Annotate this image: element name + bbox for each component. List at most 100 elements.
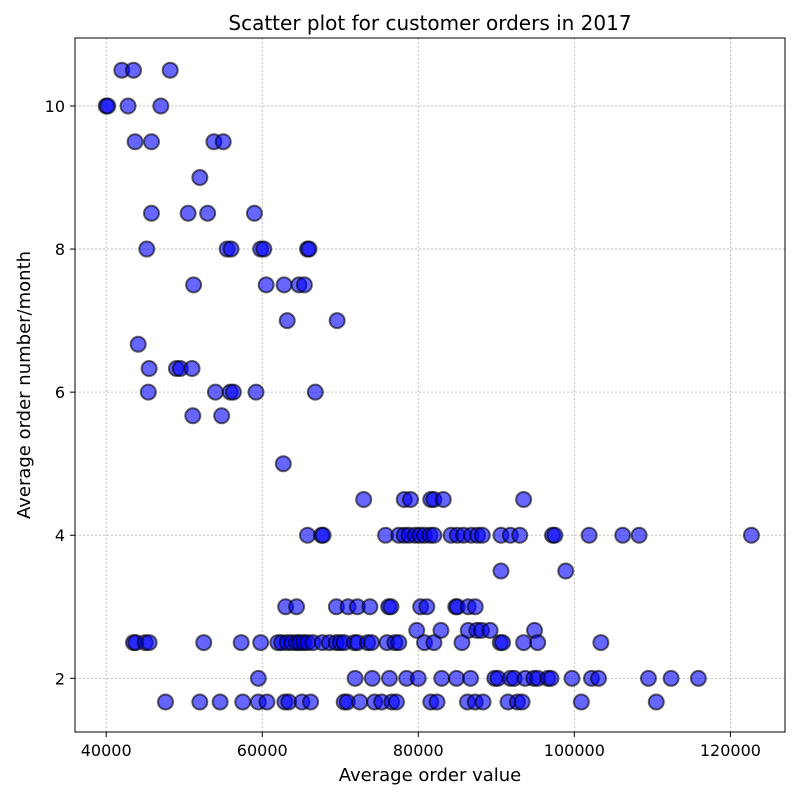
y-axis-ticks: 2 4 6 8 10: [45, 97, 75, 688]
data-point: [474, 693, 492, 711]
plot-frame: [74, 37, 786, 733]
data-point: [355, 490, 373, 508]
data-point: [252, 634, 270, 652]
data-point: [139, 383, 157, 401]
data-point: [387, 693, 405, 711]
y-tick-label: 8: [55, 240, 65, 259]
data-point: [546, 526, 564, 544]
data-point: [288, 598, 306, 616]
data-point: [247, 383, 265, 401]
data-point: [232, 634, 250, 652]
data-point: [295, 276, 313, 294]
data-point: [557, 562, 575, 580]
data-point: [213, 407, 231, 425]
x-axis-ticks: 40000 60000 80000 100000 120000: [81, 732, 761, 760]
data-point: [511, 526, 529, 544]
data-point: [275, 276, 293, 294]
data-point: [639, 669, 657, 687]
y-axis-label: Average order number/month: [14, 251, 35, 519]
y-tick-label: 4: [55, 526, 65, 545]
data-point: [433, 669, 451, 687]
y-tick-label: 10: [45, 97, 65, 116]
data-point: [361, 598, 379, 616]
data-point: [138, 240, 156, 258]
data-point: [408, 621, 426, 639]
data-point: [466, 598, 484, 616]
data-point: [299, 526, 317, 544]
data-point: [689, 669, 707, 687]
data-point: [126, 133, 144, 151]
x-tick-label: 80000: [393, 741, 444, 760]
data-point: [245, 204, 263, 222]
data-point: [258, 693, 276, 711]
data-point: [328, 312, 346, 330]
data-point: [199, 204, 217, 222]
data-points: [97, 61, 760, 711]
x-tick-label: 40000: [81, 741, 132, 760]
x-tick-label: 120000: [700, 741, 761, 760]
data-point: [179, 204, 197, 222]
data-point: [492, 562, 510, 580]
data-point: [99, 97, 117, 115]
data-point: [234, 693, 252, 711]
data-point: [191, 169, 209, 187]
data-point: [129, 335, 147, 353]
data-point: [390, 634, 408, 652]
data-point: [119, 97, 137, 115]
data-point: [448, 669, 466, 687]
data-point: [314, 526, 332, 544]
data-point: [185, 276, 203, 294]
data-point: [662, 669, 680, 687]
data-point: [580, 526, 598, 544]
data-point: [363, 669, 381, 687]
data-point: [140, 634, 158, 652]
data-point: [453, 634, 471, 652]
data-point: [249, 669, 267, 687]
data-point: [191, 693, 209, 711]
y-tick-label: 2: [55, 669, 65, 688]
data-point: [380, 669, 398, 687]
data-point: [529, 634, 547, 652]
data-point: [425, 526, 443, 544]
data-point: [211, 693, 229, 711]
x-tick-label: 100000: [544, 741, 605, 760]
data-point: [142, 204, 160, 222]
data-point: [152, 97, 170, 115]
data-point: [462, 669, 480, 687]
data-point: [473, 526, 491, 544]
y-tick-label: 6: [55, 383, 65, 402]
data-point: [222, 240, 240, 258]
data-point: [515, 490, 533, 508]
data-point: [647, 693, 665, 711]
x-tick-label: 60000: [237, 741, 288, 760]
data-point: [614, 526, 632, 544]
data-point: [351, 693, 369, 711]
data-point: [515, 634, 533, 652]
grid-lines: [75, 38, 785, 732]
data-point: [161, 61, 179, 79]
data-point: [592, 634, 610, 652]
data-point: [409, 669, 427, 687]
data-point: [306, 383, 324, 401]
data-point: [425, 634, 443, 652]
data-point: [302, 693, 320, 711]
data-point: [513, 693, 531, 711]
data-point: [274, 455, 292, 473]
x-axis-label: Average order value: [339, 765, 522, 786]
data-point: [278, 312, 296, 330]
data-point: [494, 634, 512, 652]
data-point: [195, 634, 213, 652]
data-point: [590, 669, 608, 687]
data-point: [183, 360, 201, 378]
data-point: [257, 276, 275, 294]
data-point: [300, 240, 318, 258]
data-point: [140, 360, 158, 378]
data-point: [346, 669, 364, 687]
data-point: [142, 133, 160, 151]
data-point: [428, 693, 446, 711]
data-point: [125, 61, 143, 79]
data-point: [542, 669, 560, 687]
data-point: [255, 240, 273, 258]
chart-title: Scatter plot for customer orders in 2017: [228, 11, 631, 35]
